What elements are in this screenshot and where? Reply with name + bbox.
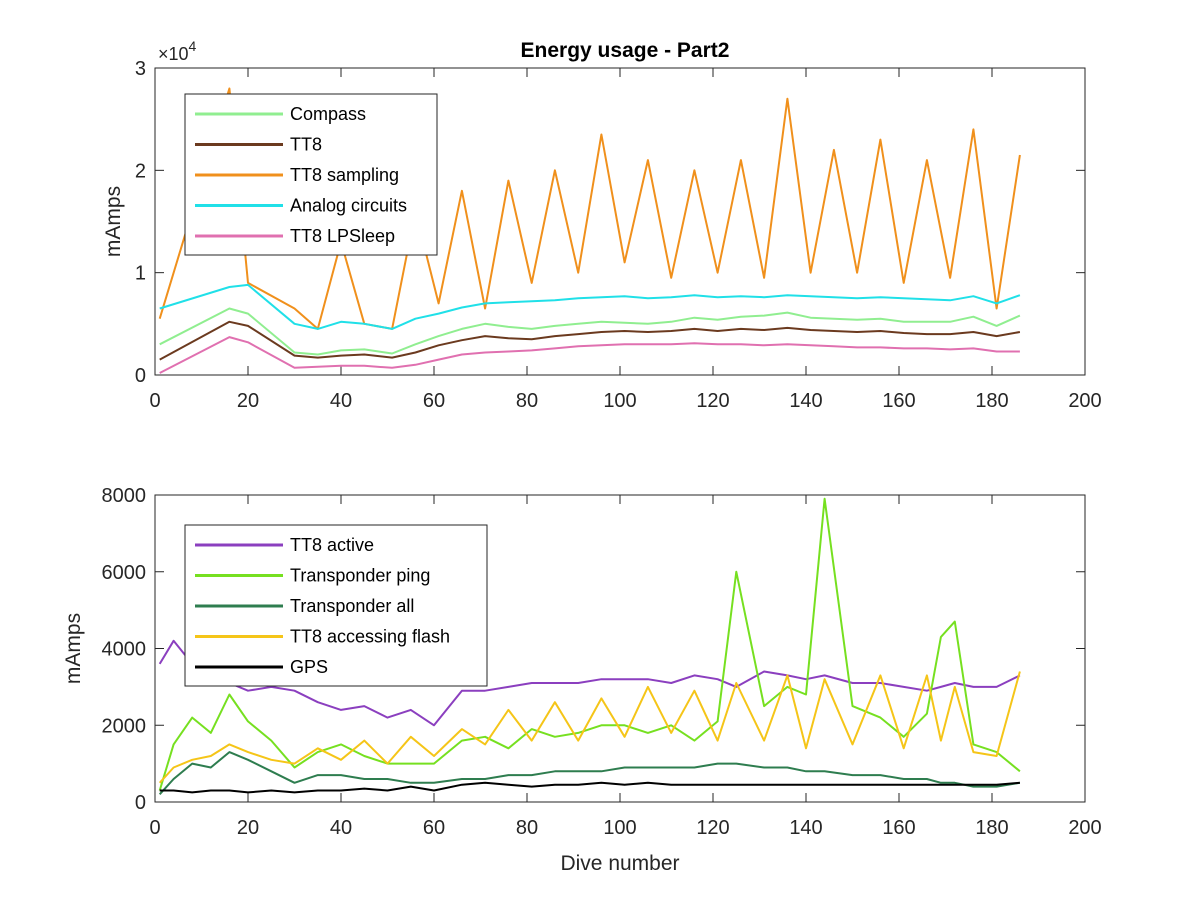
y-exponent-label: ×104 (158, 38, 197, 64)
legend-entry: Transponder all (290, 596, 414, 616)
x-tick-label: 100 (603, 817, 636, 839)
series-line-analog-circuits (159, 283, 1021, 330)
x-tick-label: 160 (882, 390, 915, 412)
y-tick-label: 6000 (102, 562, 147, 584)
x-tick-label: 40 (330, 390, 352, 412)
y-axis-label: mAmps (102, 186, 125, 257)
x-tick-label: 60 (423, 817, 445, 839)
legend-entry: TT8 active (290, 535, 374, 555)
x-tick-label: 0 (149, 390, 160, 412)
x-tick-label: 180 (975, 390, 1008, 412)
y-axis-label: mAmps (62, 613, 85, 684)
x-tick-label: 20 (237, 390, 259, 412)
series-line-compass (159, 307, 1021, 356)
x-tick-label: 40 (330, 817, 352, 839)
x-tick-label: 20 (237, 817, 259, 839)
y-tick-label: 3 (135, 58, 146, 80)
y-tick-label: 4000 (102, 639, 147, 661)
x-tick-label: 60 (423, 390, 445, 412)
legend-entry: TT8 accessing flash (290, 627, 450, 647)
legend-entry: Analog circuits (290, 196, 407, 216)
y-tick-label: 2 (135, 160, 146, 182)
series-line-tt8-sampling (158, 87, 1021, 330)
y-tick-label: 8000 (102, 485, 147, 507)
x-tick-label: 200 (1068, 390, 1101, 412)
x-tick-label: 180 (975, 817, 1008, 839)
legend-entry: TT8 sampling (290, 165, 399, 185)
bottom-axes: 0 20 40 60 80 100 120 140 160 180 2000200040006000… (62, 485, 1102, 875)
legend-entry: Compass (290, 104, 366, 124)
series-line-gps (159, 781, 1020, 794)
series-line-transponder-ping (158, 497, 1021, 791)
x-tick-label: 160 (882, 817, 915, 839)
series-line-tt8-lpsleep (159, 336, 1020, 374)
x-tick-label: 100 (603, 390, 636, 412)
x-tick-label: 140 (789, 390, 822, 412)
series-line-tt8-accessing-flash (158, 671, 1021, 784)
x-tick-label: 0 (149, 817, 160, 839)
x-tick-label: 120 (696, 390, 729, 412)
top-axes: 0 20 40 60 80 100 120 140 160 180 200 0 1 2 3 ×104 mAmps… (102, 38, 1102, 412)
x-tick-label: 200 (1068, 817, 1101, 839)
x-tick-label: 120 (696, 817, 729, 839)
legend-entry: TT8 (290, 135, 322, 155)
series-line-transponder-all (158, 751, 1021, 795)
x-tick-label: 80 (516, 390, 538, 412)
y-tick-label: 1 (135, 263, 146, 285)
series-line-tt8 (159, 320, 1021, 361)
y-tick-label: 0 (135, 792, 146, 814)
x-axis-label: Dive number (560, 852, 679, 875)
x-tick-label: 80 (516, 817, 538, 839)
series-line-tt8-active (158, 639, 1021, 727)
legend-entry: GPS (290, 657, 328, 677)
x-tick-label: 140 (789, 817, 822, 839)
y-tick-label: 0 (135, 365, 146, 387)
legend-entry: Transponder ping (290, 566, 430, 586)
chart-title: Energy usage - Part2 (521, 39, 730, 62)
legend-entry: TT8 LPSleep (290, 226, 395, 246)
y-tick-label: 2000 (102, 715, 147, 737)
